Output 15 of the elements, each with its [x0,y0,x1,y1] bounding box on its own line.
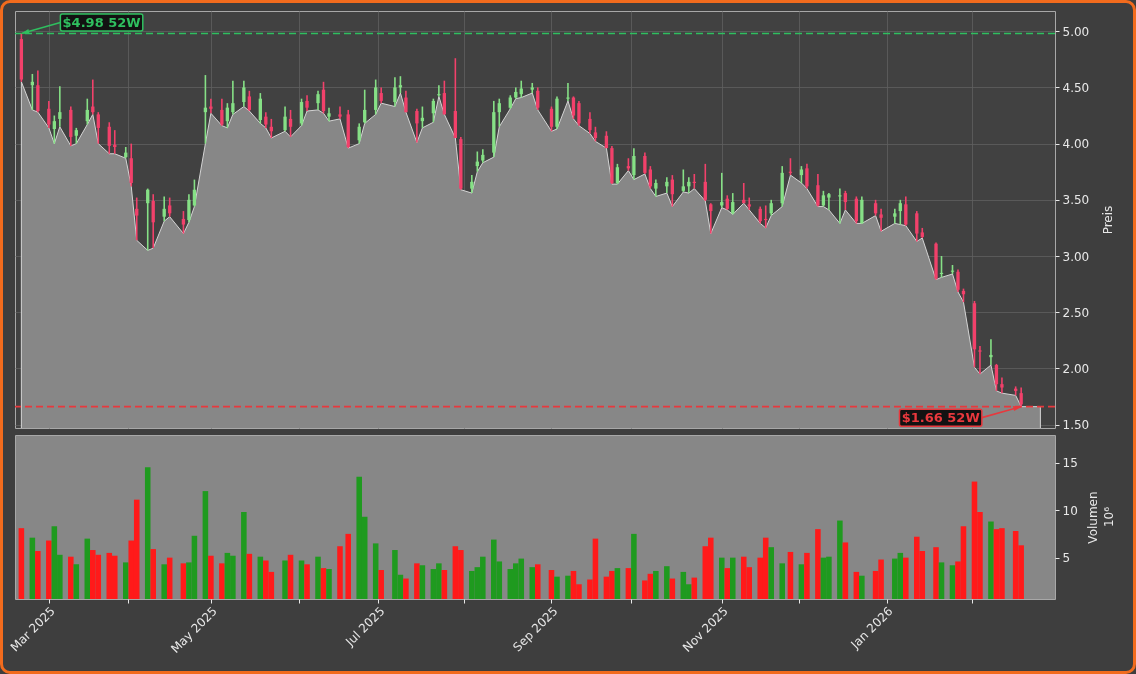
y-tick-label: 5.00 [1062,24,1089,39]
candlestick [977,344,982,375]
y-tick-label: 2.50 [1062,305,1089,320]
y-tick-label: 3.00 [1062,249,1089,264]
y-tick-label: 1.50 [1062,417,1089,432]
y-tick-label: 2.00 [1062,361,1089,376]
y-tick-label: 3.50 [1062,192,1089,207]
y-tick-label: 10 [1062,503,1078,518]
y-tick-label: 4.50 [1062,80,1089,95]
y-tick-label: 5 [1062,550,1070,565]
y-tick-label: 15 [1062,455,1078,470]
y-axis-title: Preis [1100,205,1114,234]
text: 10⁶ [1101,506,1116,527]
y-axis-title: Volumen [1085,490,1099,544]
y-tick-label: 4.00 [1062,136,1089,151]
